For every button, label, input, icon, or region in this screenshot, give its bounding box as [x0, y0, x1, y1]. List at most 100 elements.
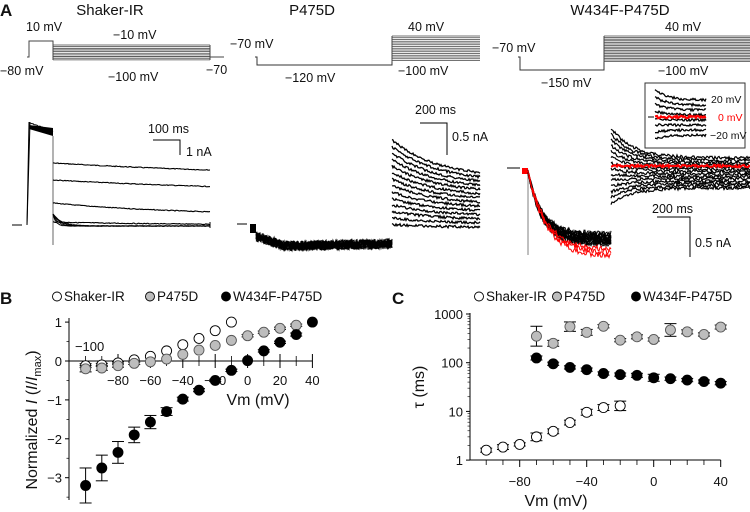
legend-marker — [221, 291, 231, 302]
inset-label-0mv: 0 mV — [718, 112, 743, 124]
legend-label: P475D — [564, 289, 606, 304]
w434f-tail-trace — [610, 138, 750, 166]
data-point — [547, 337, 559, 349]
data-point — [209, 325, 221, 337]
legend-label: W434F-P475D — [233, 289, 323, 304]
p475d-bottom-label: −100 mV — [398, 64, 449, 78]
shaker-pulse-rise — [26, 121, 30, 226]
shaker-tail-trace-fast — [52, 213, 211, 227]
shaker-prepulse-label: 10 mV — [26, 20, 63, 34]
legend-label: Shaker-IR — [486, 289, 547, 304]
data-point — [598, 368, 609, 379]
w434f-title: W434F-P475D — [570, 2, 669, 19]
p475d-tail-trace — [391, 222, 481, 230]
p475d-tail-trace — [391, 138, 481, 175]
p475d-scale-bar — [420, 122, 448, 155]
w434f-pre-trace-red — [527, 172, 612, 252]
w434f-tail-trace — [610, 128, 750, 161]
panel-a-letter: A — [0, 1, 12, 20]
shaker-tail-trace — [52, 179, 211, 188]
legend-marker — [474, 291, 484, 302]
data-point — [631, 331, 643, 343]
p475d-tail-trace — [391, 158, 481, 187]
inset-label-20mv: 20 mV — [711, 94, 741, 106]
w434f-bottom-label: −100 mV — [658, 64, 709, 78]
p475d-tail-trace — [392, 185, 481, 204]
p475d-scale-current: 0.5 nA — [452, 130, 489, 144]
data-point — [480, 444, 492, 456]
data-point — [225, 316, 237, 328]
p475d-title: P475D — [289, 2, 335, 19]
data-point — [225, 334, 237, 346]
w434f-tail-trace — [610, 132, 750, 163]
data-point — [581, 364, 593, 376]
x-tick-label: 0 — [650, 474, 657, 489]
shaker-title: Shaker-IR — [76, 2, 144, 19]
data-point — [209, 375, 221, 386]
shaker-tail-trace-fast — [52, 213, 210, 227]
data-point — [144, 416, 156, 428]
x-axis-title: Vm (mV) — [524, 493, 587, 510]
y-axis-title-part: I — [24, 399, 41, 404]
inset-trace — [654, 102, 707, 113]
data-point — [177, 393, 189, 405]
x-tick-label: 40 — [305, 373, 319, 388]
shaker-scale-current: 1 nA — [186, 145, 212, 159]
shaker-scale-time: 100 ms — [148, 122, 189, 136]
data-point — [209, 339, 221, 351]
y-tick-label: −1 — [47, 393, 62, 408]
data-point — [177, 348, 189, 360]
w434f-tail-trace — [610, 144, 750, 168]
data-point — [242, 330, 254, 342]
data-point — [144, 356, 156, 368]
w434f-pre-trace — [527, 171, 612, 239]
y-tick-label: 0 — [55, 354, 62, 369]
data-point — [665, 324, 676, 336]
data-point — [177, 339, 189, 351]
data-point — [681, 374, 693, 386]
w434f-pre-trace — [527, 172, 612, 238]
data-point — [598, 320, 609, 332]
shaker-hold-label: −80 mV — [0, 64, 44, 78]
data-point — [614, 400, 626, 412]
data-point — [128, 429, 140, 441]
shaker-pulse-top — [26, 121, 54, 226]
data-point — [258, 326, 270, 338]
y-axis-title: Normalized I (I/Imax) — [24, 350, 44, 489]
w434f-tail-trace — [610, 184, 750, 205]
shaker-tail-trace — [52, 162, 211, 171]
chart-c: Shaker-IR P475D W434F-P475D 1000 100 10 1 −80 −4… — [411, 289, 733, 510]
x-tick-label: 20 — [273, 373, 287, 388]
data-point — [581, 406, 593, 418]
data-point — [80, 363, 92, 375]
x-tick-label: −40 — [576, 474, 598, 489]
y-tick-label: 1000 — [434, 307, 463, 322]
y-axis-title-part: I — [24, 376, 41, 381]
data-point — [665, 373, 676, 385]
w434f-tail-trace-0mv — [610, 162, 750, 170]
inset-trace — [654, 89, 707, 103]
data-point — [698, 329, 710, 340]
data-point — [96, 362, 108, 374]
legend-marker — [552, 291, 562, 302]
data-point — [715, 321, 727, 333]
shaker-tail-trace-fast — [52, 213, 211, 227]
data-point — [274, 322, 286, 334]
shaker-tail-trace — [52, 221, 211, 226]
legend-label: W434F-P475D — [643, 289, 733, 304]
w434f-hold-block — [522, 168, 528, 174]
shaker-bottom-label: −100 mV — [108, 70, 159, 84]
inset-trace — [655, 132, 707, 140]
panel-c-letter: C — [392, 289, 404, 308]
data-point — [598, 402, 609, 413]
w434f-pre-trace-red — [527, 170, 612, 259]
data-point — [564, 361, 576, 373]
y-axis-title-part: max — [32, 355, 44, 376]
p475d-hold-label: −70 mV — [230, 37, 274, 51]
data-point — [514, 438, 526, 450]
y-axis-title-part: ( — [24, 389, 41, 399]
data-point — [564, 321, 576, 333]
data-point — [648, 372, 660, 384]
w434f-tail-trace — [610, 161, 750, 175]
